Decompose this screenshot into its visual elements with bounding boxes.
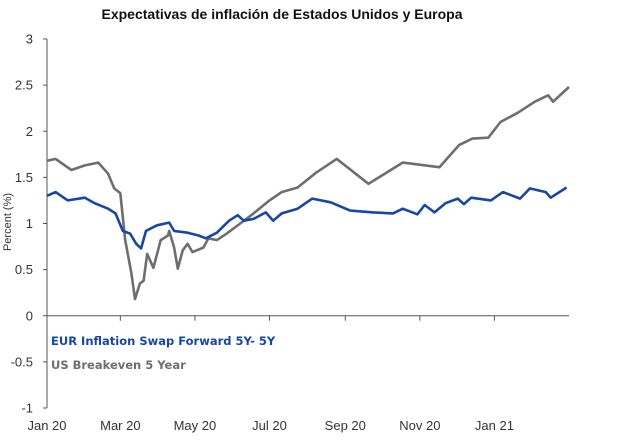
y-tick-label: 2.5 [15, 78, 33, 93]
x-tick-label: Sep 20 [325, 418, 366, 433]
y-tick-label: -1 [21, 401, 33, 416]
chart-title: Expectativas de inflación de Estados Uni… [102, 6, 463, 22]
y-axis-label: Percent (%) [2, 193, 14, 251]
y-tick-label: 1 [26, 216, 33, 231]
y-tick-label: -0.5 [11, 354, 33, 369]
x-tick-label: Jan 21 [475, 418, 514, 433]
y-tick-label: 3 [26, 32, 33, 47]
x-tick-label: Nov 20 [399, 418, 440, 433]
y-tick-label: 0.5 [15, 262, 33, 277]
y-tick-label: 1.5 [15, 170, 33, 185]
x-tick-label: May 20 [174, 418, 217, 433]
y-tick-label: 2 [26, 124, 33, 139]
x-tick-label: Mar 20 [100, 418, 140, 433]
y-tick-label: 0 [26, 308, 33, 323]
legend-entry-us: US Breakeven 5 Year [51, 358, 186, 372]
series-line-eur [46, 186, 568, 250]
legend-entry-eur: EUR Inflation Swap Forward 5Y- 5Y [51, 334, 276, 348]
x-tick-label: Jan 20 [27, 418, 66, 433]
x-tick-label: Jul 20 [252, 418, 287, 433]
axes: 3 2.5 2 1.5 1 0.5 0 -0.5 -1 Jan 20 Mar 20 May 20 Jul… [11, 32, 569, 433]
series-lines [46, 86, 570, 301]
series-line-us [46, 86, 570, 301]
